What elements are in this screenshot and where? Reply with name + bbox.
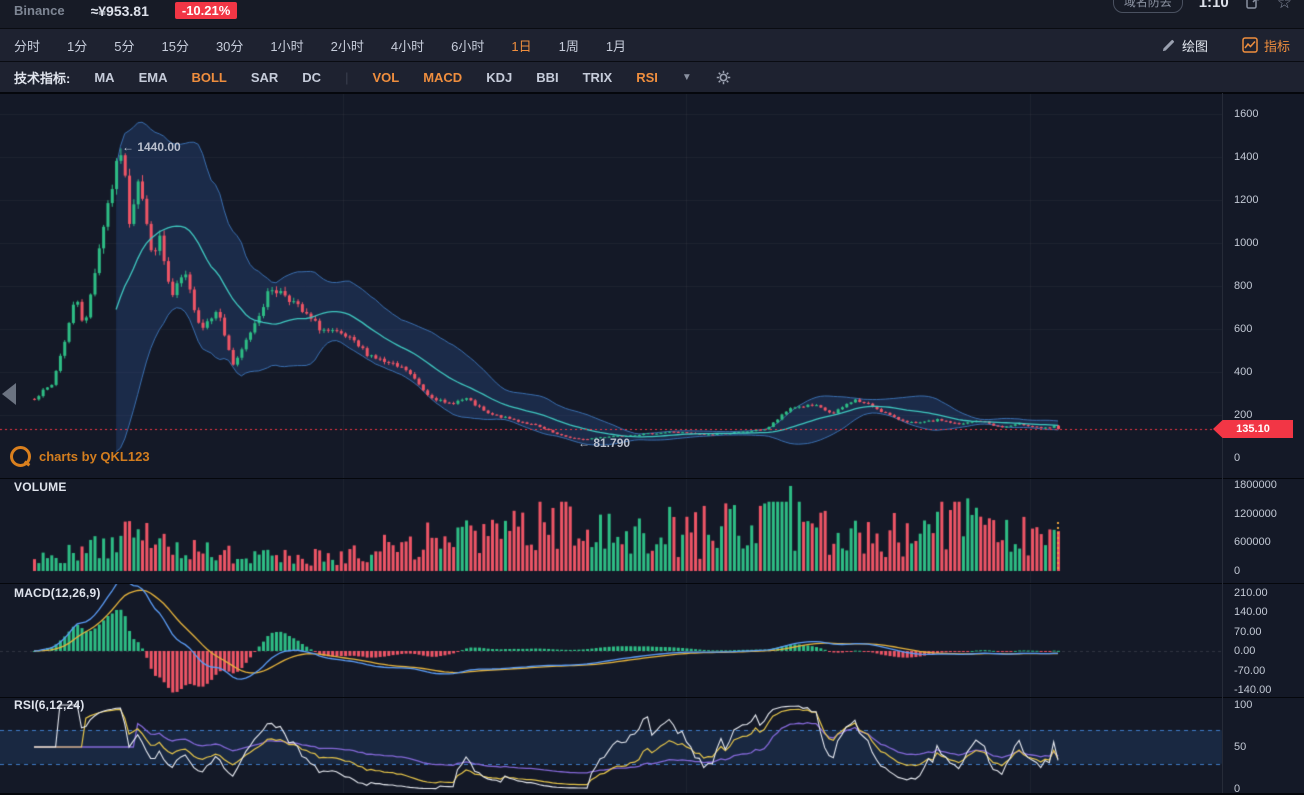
timeframe-tab-12[interactable]: 1月 bbox=[605, 38, 627, 54]
volume-panel-label: VOLUME bbox=[14, 480, 67, 494]
timeframe-tab-11[interactable]: 1周 bbox=[558, 38, 579, 54]
domain-notice-button[interactable]: 域名防丢 bbox=[1112, 0, 1183, 13]
share-icon[interactable] bbox=[1245, 0, 1261, 10]
indicator-bar: 技术指标: MA EMA BOLL SAR DC | VOL MACD KDJ BBI TRIX… bbox=[0, 62, 1304, 93]
timeframe-tab-7[interactable]: 2小时 bbox=[330, 38, 364, 54]
timeframe-tab-4[interactable]: 15分 bbox=[161, 38, 189, 54]
draw-button[interactable]: 绘图 bbox=[1161, 36, 1208, 55]
right-axis: 1600 1400 1200 1000 800 600 400 200 0 1800000 1200… bbox=[1222, 0, 1304, 795]
price-axis-tick: 600 bbox=[1234, 323, 1253, 335]
watermark: charts by QKL123 bbox=[10, 446, 150, 467]
high-price-annotation: ← 1440.00 bbox=[122, 140, 181, 154]
price-axis-tick: 400 bbox=[1234, 366, 1253, 378]
ratio-label: 1:10 bbox=[1198, 0, 1229, 11]
indicator-osc-bbi[interactable]: BBI bbox=[536, 69, 559, 85]
volume-axis-tick: 1800000 bbox=[1234, 479, 1277, 491]
price-volume-divider bbox=[0, 478, 1304, 479]
last-price-tag: 135.10 bbox=[1213, 420, 1293, 438]
indicator-button-label: 指标 bbox=[1263, 38, 1290, 54]
macd-axis-tick: 210.00 bbox=[1234, 586, 1268, 599]
volume-axis-tick: 1200000 bbox=[1234, 507, 1277, 520]
indicator-group-divider: | bbox=[345, 69, 349, 85]
indicator-bar-title: 技术指标: bbox=[14, 70, 71, 86]
macd-axis-tick: 0.00 bbox=[1234, 645, 1256, 657]
indicator-osc-trix[interactable]: TRIX bbox=[582, 69, 613, 85]
volume-axis-tick: 0 bbox=[1234, 565, 1241, 577]
price-axis-separator bbox=[1222, 93, 1223, 793]
price-axis-tick: 800 bbox=[1234, 280, 1253, 292]
macd-rsi-divider bbox=[0, 697, 1304, 698]
timeframe-tab-5[interactable]: 30分 bbox=[215, 38, 244, 54]
qkl123-logo-icon bbox=[10, 446, 31, 467]
timeframe-tab-3[interactable]: 5分 bbox=[114, 38, 135, 54]
timeframe-tab-8[interactable]: 4小时 bbox=[390, 38, 425, 54]
timeframe-tab-1[interactable]: 分时 bbox=[14, 38, 41, 54]
draw-button-label: 绘图 bbox=[1181, 38, 1208, 54]
macd-axis-tick: 70.00 bbox=[1234, 625, 1262, 638]
rsi-axis-tick: 50 bbox=[1234, 741, 1247, 753]
indicator-osc-macd[interactable]: MACD bbox=[423, 69, 463, 85]
macd-panel-label: MACD(12,26,9) bbox=[14, 586, 101, 600]
line-chart-icon bbox=[1242, 37, 1258, 53]
price-axis-tick: 1600 bbox=[1234, 108, 1259, 120]
macd-axis-tick: -70.00 bbox=[1234, 664, 1266, 677]
indicator-osc-vol[interactable]: VOL bbox=[372, 69, 400, 85]
macd-axis-tick: -140.00 bbox=[1234, 684, 1272, 696]
volume-axis-tick: 600000 bbox=[1234, 536, 1271, 549]
rsi-panel-label: RSI(6,12,24) bbox=[14, 698, 85, 712]
timeframe-tab-2[interactable]: 1分 bbox=[67, 38, 88, 54]
indicator-button[interactable]: 指标 bbox=[1242, 36, 1290, 55]
indicator-overlay-dc[interactable]: DC bbox=[302, 69, 322, 85]
indicator-osc-kdj[interactable]: KDJ bbox=[486, 69, 513, 85]
price-axis-tick: 200 bbox=[1234, 409, 1253, 421]
timeframe-tab-9[interactable]: 6小时 bbox=[451, 38, 485, 54]
chart-bottom-edge bbox=[0, 793, 1304, 795]
rsi-axis-tick: 100 bbox=[1234, 699, 1253, 711]
macd-axis-tick: 140.00 bbox=[1234, 606, 1268, 618]
indicator-overlay-ema[interactable]: EMA bbox=[138, 69, 168, 85]
rsi-axis-tick: 0 bbox=[1234, 783, 1241, 795]
approx-cny-price: ≈¥953.81 bbox=[90, 2, 149, 19]
toolbar-chart-divider bbox=[0, 93, 1304, 94]
price-axis-tick: 1000 bbox=[1234, 237, 1259, 249]
indicator-overlay-sar[interactable]: SAR bbox=[250, 69, 279, 85]
indicator-osc-rsi[interactable]: RSI bbox=[636, 69, 658, 85]
price-axis-tick: 0 bbox=[1234, 452, 1241, 464]
gear-icon[interactable] bbox=[716, 70, 731, 85]
collapse-left-handle[interactable] bbox=[2, 383, 16, 405]
timeframe-tab-6[interactable]: 1小时 bbox=[270, 38, 304, 54]
low-price-annotation: ← 81.790 bbox=[578, 436, 631, 450]
chevron-down-icon[interactable]: ▼ bbox=[681, 71, 692, 83]
exchange-name: Binance bbox=[14, 3, 65, 18]
timeframe-tab-10[interactable]: 1日 bbox=[511, 38, 532, 54]
volume-macd-divider bbox=[0, 583, 1304, 584]
timeframe-bar: 分时 1分 5分 15分 30分 1小时 2小时 4小时 6小时 1日 1周 1月 绘图 指标 bbox=[0, 29, 1304, 62]
price-axis-tick: 1400 bbox=[1234, 151, 1259, 163]
indicator-overlay-boll[interactable]: BOLL bbox=[191, 69, 227, 85]
pencil-icon bbox=[1161, 38, 1176, 53]
indicator-overlay-ma[interactable]: MA bbox=[94, 69, 115, 85]
change-percent-badge: -10.21% bbox=[174, 2, 238, 19]
favorite-star-icon[interactable]: ☆ bbox=[1276, 0, 1292, 12]
price-axis-tick: 1200 bbox=[1234, 194, 1259, 206]
top-bar: Binance ≈¥953.81 -10.21% 域名防丢 1:10 ☆ bbox=[0, 0, 1304, 29]
watermark-text: charts by QKL123 bbox=[39, 449, 150, 464]
